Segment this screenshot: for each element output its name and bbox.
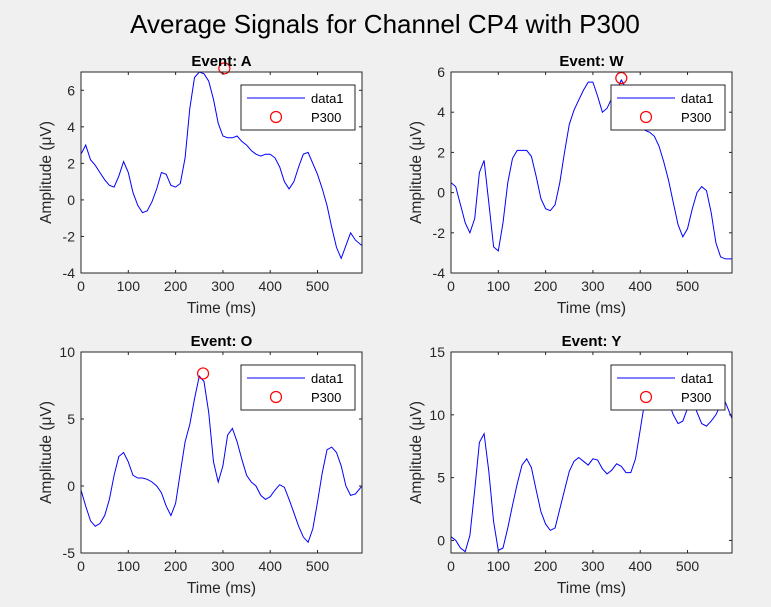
y-tick-label: 10 <box>429 407 445 423</box>
x-tick-label: 100 <box>117 558 141 574</box>
x-tick-label: 300 <box>581 558 605 574</box>
x-tick-label: 100 <box>117 278 141 294</box>
y-tick-label: 4 <box>437 104 445 120</box>
legend-entry-data1: data1 <box>681 91 714 106</box>
subplot-title: Event: O <box>191 333 253 350</box>
legend-box <box>240 84 356 131</box>
legend-entry-data1: data1 <box>311 371 344 386</box>
y-tick-label: 10 <box>59 344 75 360</box>
y-tick-label: -2 <box>433 225 446 241</box>
subplot-title: Event: Y <box>562 333 622 350</box>
x-tick-label: 0 <box>447 278 455 294</box>
legend-marker-swatch <box>639 390 653 404</box>
x-tick-label: 500 <box>676 558 700 574</box>
legend-entry-p300: P300 <box>681 390 711 405</box>
legend-entry-p300: P300 <box>311 390 341 405</box>
y-tick-label: 0 <box>67 192 75 208</box>
x-tick-label: 200 <box>164 278 188 294</box>
y-tick-label: -4 <box>433 265 446 281</box>
y-tick-label: 0 <box>67 478 75 494</box>
x-tick-label: 500 <box>676 278 700 294</box>
x-axis-label: Time (ms) <box>187 300 256 317</box>
p300-marker <box>615 71 628 85</box>
legend-marker-swatch <box>269 110 283 124</box>
subplot-title: Event: W <box>559 53 624 70</box>
axes-box <box>450 351 733 554</box>
axes-box <box>80 71 363 274</box>
x-tick-label: 400 <box>629 558 653 574</box>
legend-entry-data1: data1 <box>681 371 714 386</box>
x-axis-label: Time (ms) <box>187 580 256 597</box>
axes-box <box>450 71 733 274</box>
subplot-title: Event: A <box>191 53 251 70</box>
y-tick-label: 5 <box>67 411 75 427</box>
subplot-4: 0 100 200 300 400 500 0 5 10 15 Event: Y Time (ms) A… <box>408 333 733 597</box>
x-tick-label: 200 <box>534 558 558 574</box>
axes-box <box>80 351 363 554</box>
x-tick-label: 0 <box>447 558 455 574</box>
x-tick-label: 0 <box>77 278 85 294</box>
figure-title: Average Signals for Channel CP4 with P30… <box>130 9 640 39</box>
legend-box <box>610 84 726 131</box>
y-tick-label: -2 <box>63 228 76 244</box>
legend-marker-swatch <box>639 110 653 124</box>
x-tick-label: 300 <box>211 278 235 294</box>
legend-marker-swatch <box>269 390 283 404</box>
y-tick-label: 0 <box>437 532 445 548</box>
x-tick-label: 400 <box>259 558 283 574</box>
x-tick-label: 500 <box>306 558 330 574</box>
y-tick-label: -5 <box>63 545 76 561</box>
signal-line <box>451 78 732 260</box>
y-tick-label: 15 <box>429 344 445 360</box>
signal-line <box>451 369 732 553</box>
legend: data1 P300 <box>240 84 356 131</box>
y-tick-label: 2 <box>67 155 75 171</box>
subplot-1: 0 100 200 300 400 500 -4 -2 0 2 4 6 Event: A Time (ms… <box>38 53 363 317</box>
legend: data1 P300 <box>610 84 726 131</box>
signal-line <box>81 375 362 544</box>
y-tick-label: 0 <box>437 185 445 201</box>
y-axis-label: Amplitude (μV) <box>408 401 425 504</box>
x-tick-label: 0 <box>77 558 85 574</box>
signal-line <box>81 72 362 260</box>
x-tick-label: 100 <box>487 278 511 294</box>
y-tick-label: 6 <box>437 64 445 80</box>
x-tick-label: 100 <box>487 558 511 574</box>
x-tick-label: 300 <box>211 558 235 574</box>
y-tick-label: 5 <box>437 470 445 486</box>
p300-marker <box>218 62 231 75</box>
y-tick-label: 2 <box>437 144 445 160</box>
y-axis-label: Amplitude (μV) <box>38 401 55 504</box>
x-tick-label: 300 <box>581 278 605 294</box>
legend-entry-p300: P300 <box>311 110 341 125</box>
x-tick-label: 200 <box>534 278 558 294</box>
y-axis-label: Amplitude (μV) <box>38 121 55 224</box>
p300-marker <box>196 367 210 380</box>
x-axis-label: Time (ms) <box>557 300 626 317</box>
y-axis-label: Amplitude (μV) <box>408 121 425 224</box>
x-tick-label: 400 <box>629 278 653 294</box>
legend: data1 P300 <box>610 364 726 411</box>
x-tick-label: 200 <box>164 558 188 574</box>
x-axis-label: Time (ms) <box>557 580 626 597</box>
y-tick-label: -4 <box>63 265 76 281</box>
subplot-2: 0 100 200 300 400 500 -4 -2 0 2 4 6 Event: W Time (ms… <box>408 53 733 317</box>
legend-box <box>240 364 356 411</box>
y-tick-label: 4 <box>67 119 75 135</box>
y-tick-label: 6 <box>67 82 75 98</box>
x-tick-label: 400 <box>259 278 283 294</box>
legend-entry-p300: P300 <box>681 110 711 125</box>
legend-entry-data1: data1 <box>311 91 344 106</box>
legend: data1 P300 <box>240 364 356 411</box>
x-tick-label: 500 <box>306 278 330 294</box>
legend-box <box>610 364 726 411</box>
